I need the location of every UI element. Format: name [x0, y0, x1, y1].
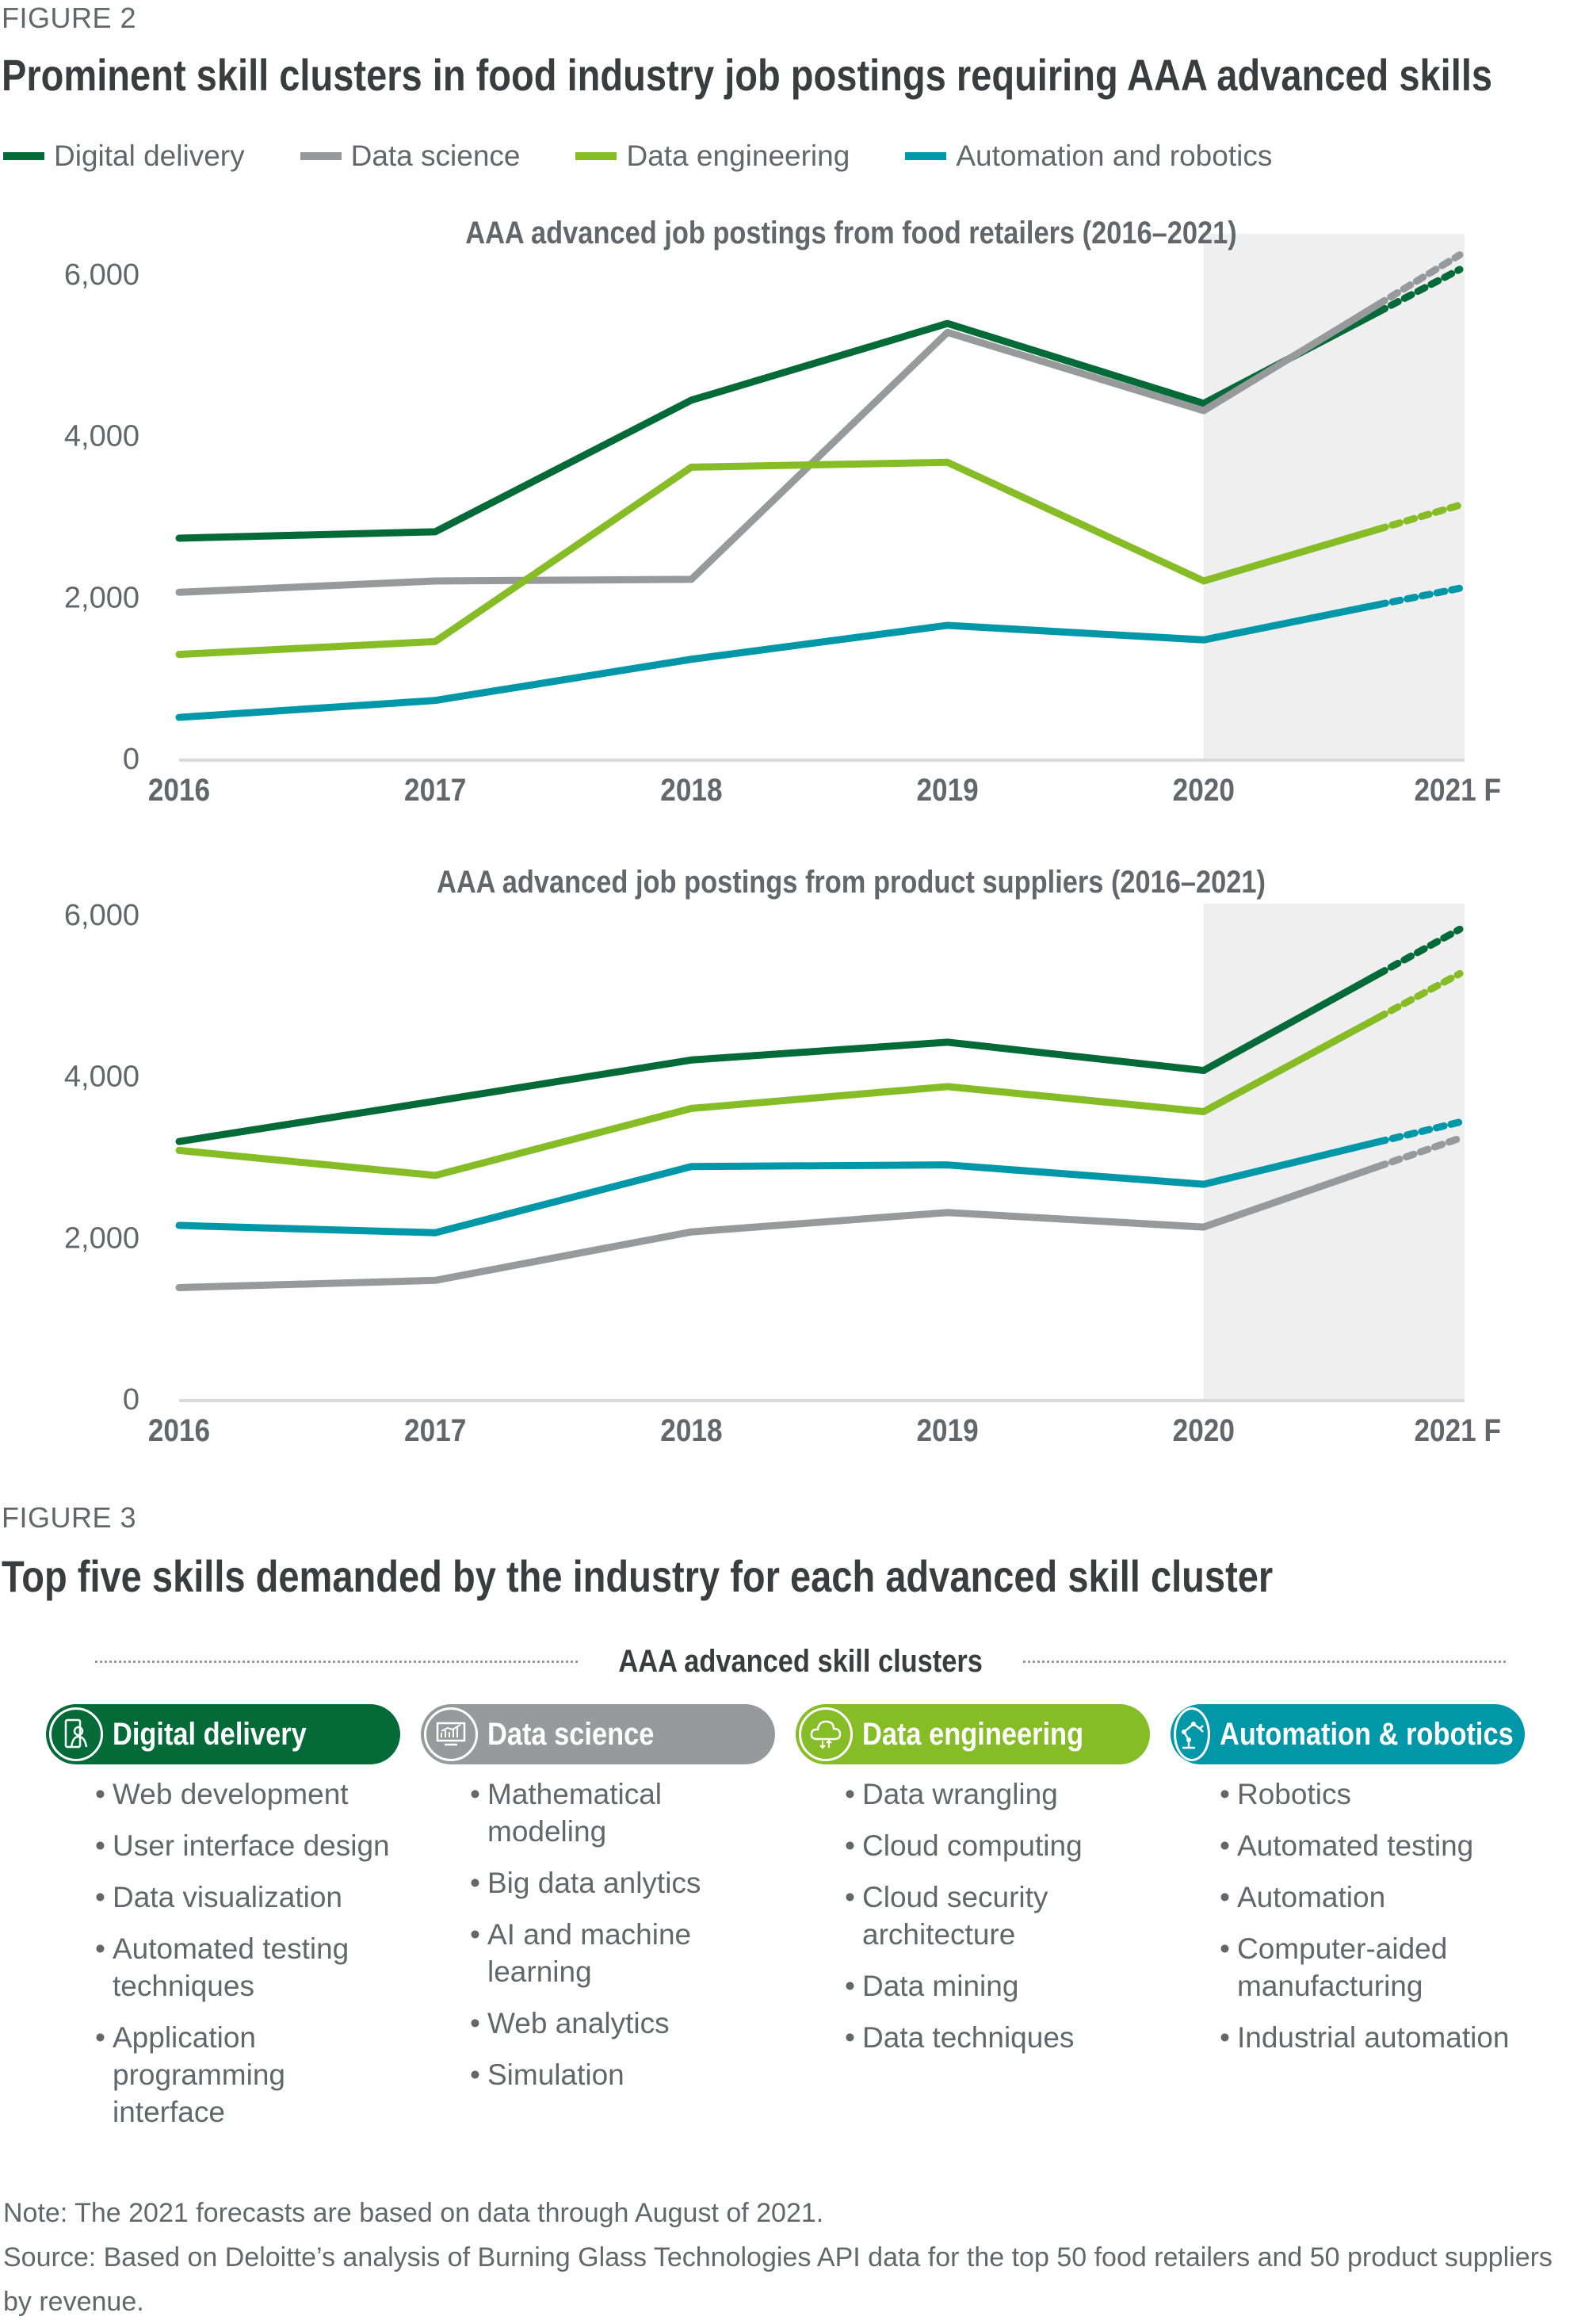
series-line-data-engineering [179, 1018, 1378, 1175]
x-tick-label: 2019 [916, 1412, 978, 1448]
x-tick-label: 2016 [148, 1412, 210, 1448]
y-tick-label: 0 [123, 1383, 139, 1416]
y-tick-label: 4,000 [64, 1061, 139, 1094]
dotted-divider [95, 1661, 578, 1663]
product-suppliers-chart: AAA advanced job postings from product s… [0, 0, 1585, 1474]
figure-3-title: Top five skills demanded by the industry… [2, 1550, 1273, 1602]
series-line-automation-and-robotics [179, 1142, 1378, 1233]
y-tick-label: 6,000 [64, 899, 139, 932]
skills-list-digital-delivery: Web development User interface design Da… [95, 1775, 428, 2145]
chart-title: AAA advanced job postings from product s… [437, 864, 1266, 900]
x-tick-label: 2018 [660, 1412, 722, 1448]
skill-item: Web development [95, 1775, 428, 1813]
x-tick-label: 2020 [1173, 1412, 1235, 1448]
footnote-note: Note: The 2021 forecasts are based on da… [3, 2191, 1556, 2235]
series-line-digital-delivery [179, 974, 1378, 1141]
cluster-name: Data science [487, 1717, 654, 1753]
skills-list-data-science: Mathematical modeling Big data anlytics … [470, 1775, 787, 2108]
skill-item: Computer-aided manufacturing [1220, 1930, 1499, 2005]
cluster-pill-data-science: Data science [421, 1704, 775, 1764]
chart-monitor-icon [424, 1707, 478, 1761]
cluster-name: Digital delivery [113, 1717, 307, 1753]
skill-item: Data mining [845, 1967, 1162, 2005]
clusters-header: AAA advanced skill clusters [95, 1644, 1506, 1680]
y-tick-label: 2,000 [64, 1221, 139, 1255]
skill-item: Big data anlytics [470, 1864, 787, 1902]
skill-item: Automated testing techniques [95, 1930, 398, 2005]
skill-item: Simulation [470, 2056, 787, 2093]
dotted-divider [1023, 1661, 1506, 1663]
skill-item: Robotics [1220, 1775, 1584, 1813]
cloud-icon [799, 1707, 853, 1761]
skill-item: AI and machine learning [470, 1916, 741, 1990]
cluster-pill-data-engineering: Data engineering [796, 1704, 1150, 1764]
skill-item: Web analytics [470, 2005, 787, 2042]
skill-item: Automated testing [1220, 1827, 1584, 1864]
cluster-pill-digital-delivery: Digital delivery [46, 1704, 400, 1764]
x-tick-label: 2021 F [1414, 1412, 1501, 1448]
skill-item: Application programming interface [95, 2019, 350, 2131]
clusters-header-label: AAA advanced skill clusters [609, 1644, 992, 1680]
skill-item: Cloud security architecture [845, 1879, 1100, 1953]
cluster-pill-automation-robotics: Automation & robotics [1171, 1704, 1525, 1764]
skill-item: Automation [1220, 1879, 1584, 1916]
skill-item: User interface design [95, 1827, 428, 1864]
skills-list-automation-robotics: Robotics Automated testing Automation Co… [1220, 1775, 1584, 2070]
skill-item: Data wrangling [845, 1775, 1162, 1813]
skill-item: Data visualization [95, 1879, 428, 1916]
skill-item: Data techniques [845, 2019, 1162, 2056]
footnote-source: Source: Based on Deloitte’s analysis of … [3, 2235, 1556, 2324]
skills-list-data-engineering: Data wrangling Cloud computing Cloud sec… [845, 1775, 1162, 2070]
robot-arm-icon [1174, 1707, 1210, 1761]
mobile-user-icon [49, 1707, 103, 1761]
skill-item: Industrial automation [1220, 2019, 1584, 2056]
figure-3-label: FIGURE 3 [2, 1501, 136, 1535]
skill-item: Cloud computing [845, 1827, 1162, 1864]
cluster-name: Automation & robotics [1220, 1717, 1514, 1753]
cluster-name: Data engineering [862, 1717, 1083, 1753]
skill-item: Mathematical modeling [470, 1775, 709, 1850]
x-tick-label: 2017 [404, 1412, 466, 1448]
